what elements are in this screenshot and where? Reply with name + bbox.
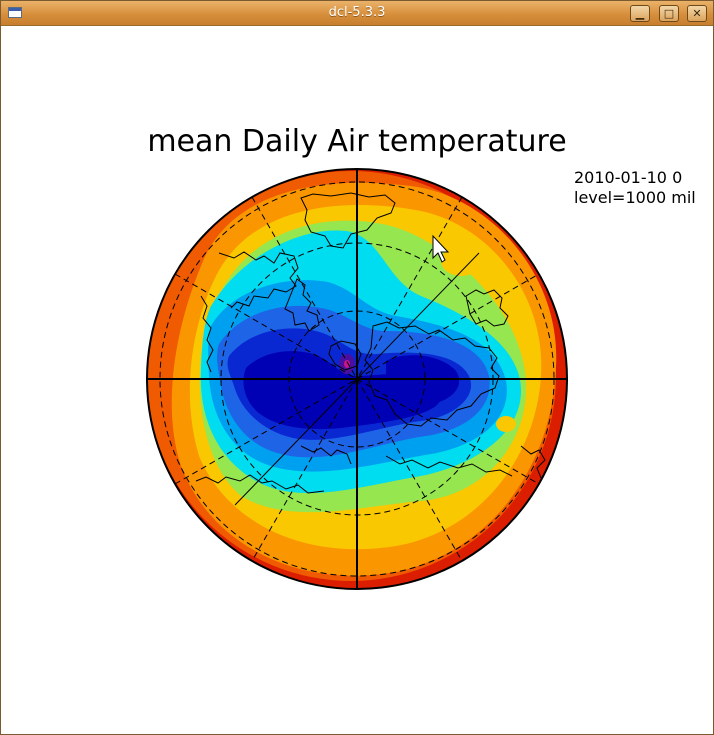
date-label: 2010-01-10 0 <box>574 168 682 187</box>
minimize-button[interactable]: ▁ <box>630 5 650 22</box>
mouse-cursor-icon <box>432 234 450 263</box>
map-frame <box>146 168 568 590</box>
window-title: dcl-5.3.3 <box>328 5 386 20</box>
maximize-button[interactable]: □ <box>659 5 679 22</box>
coastlines <box>195 192 546 494</box>
plot-title: mean Daily Air temperature <box>147 124 566 159</box>
title-bar[interactable]: dcl-5.3.3 ▁ □ ✕ <box>1 1 713 26</box>
level-label: level=1000 mil <box>574 188 696 207</box>
polar-temperature-map: mean Daily Air temperature 2010-01-10 0 … <box>146 124 696 590</box>
close-button[interactable]: ✕ <box>687 5 707 22</box>
window-icon[interactable] <box>8 7 22 18</box>
plot-canvas: mean Daily Air temperature 2010-01-10 0 … <box>1 26 713 734</box>
